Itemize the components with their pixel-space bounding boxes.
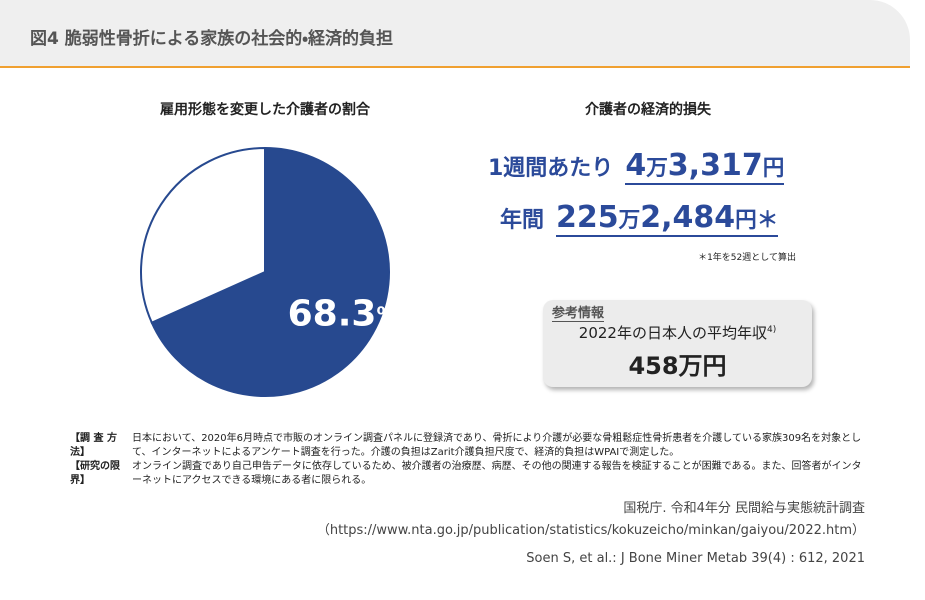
source: Soen S, et al.: J Bone Miner Metab 39(4)… [526,551,865,566]
source: 国税庁. 令和4年分 民間給与実態統計調査（https://www.nta.go… [316,501,865,538]
label-text: 2022年の日本人の平均年収 [578,324,767,342]
amount: 225万2,484円＊ [556,200,779,237]
annual-loss: 年間 225万2,484円＊ [500,200,779,237]
note-text: オンライン調査であり自己申告データに依存しているため、被介護者の治療歴、病歴、そ… [132,461,862,486]
tag: 参考情報 [552,302,605,322]
amount: 458万円 [628,352,727,380]
loss-title: 介護者の経済的損失 [585,102,711,118]
pie-slice [150,146,390,397]
chart-title: 雇用形態を変更した介護者の割合 [160,102,370,118]
note: 【研究の限界】 オンライン調査であり自己申告データに依存しているため、被介護者の治… [70,460,870,488]
label: 2022年の日本人の平均年収4) [543,322,812,343]
weekly-loss: 1週間あたり 4万3,317円 [488,148,785,185]
pie-slice [140,146,266,324]
note-head: 【研究の限界】 [70,461,120,486]
note: 【調 査 方 法】 日本において、2020年6月時点で市販のオンライン調査パネルに… [70,432,870,460]
header [0,0,910,68]
superscript: 4) [766,325,777,335]
note-head: 【調 査 方 法】 [70,433,117,458]
value-label: 68.3% [288,294,397,335]
note-text: 日本において、2020年6月時点で市販のオンライン調査パネルに登録済であり、骨折… [132,433,862,458]
pie-chart: 68.3% [140,146,397,397]
label: 年間 [500,208,545,233]
amount: 4万3,317円 [625,148,785,185]
label: 1週間あたり [488,156,614,181]
footnote: ＊1年を52週として算出 [698,253,796,263]
slide-title: 図4 脆弱性骨折による家族の社会的・経済的負担 [30,29,394,49]
reference-box: 参考情報 2022年の日本人の平均年収4) 458万円 [543,300,812,387]
